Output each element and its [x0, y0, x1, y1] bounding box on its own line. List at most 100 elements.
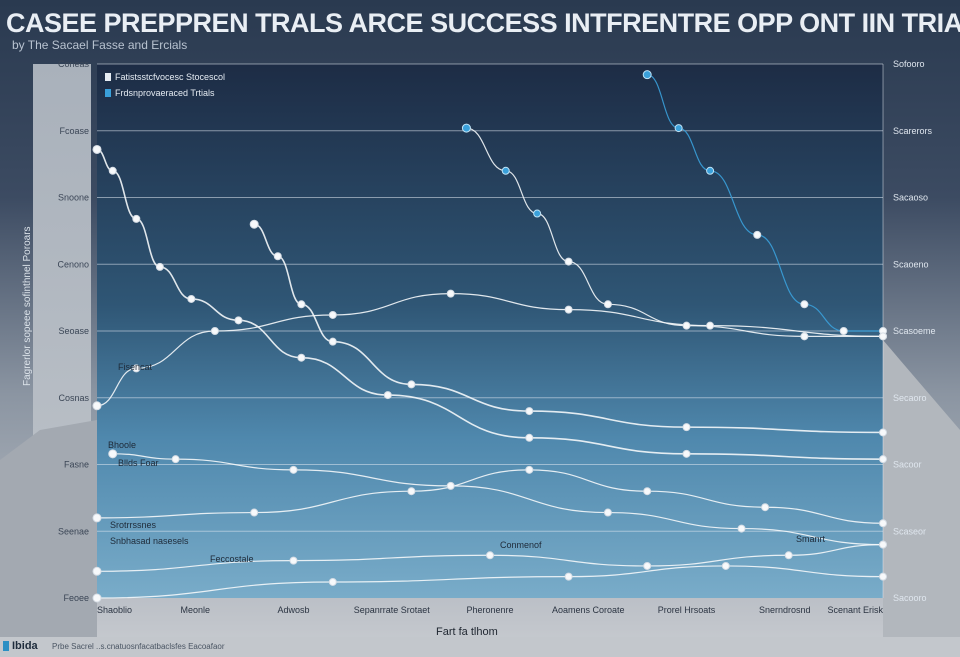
footer-title: Ibida: [12, 640, 38, 652]
x-tick-label: Pheronenre: [466, 605, 513, 615]
data-point: [525, 433, 534, 442]
data-point: [132, 364, 141, 373]
data-point: [737, 524, 746, 533]
data-point: [879, 428, 887, 437]
data-point: [721, 561, 730, 570]
data-point: [92, 513, 102, 523]
data-point: [108, 166, 117, 175]
y-tick-label-left: Coneas: [58, 59, 90, 69]
data-point: [92, 144, 102, 154]
y-tick-label-right: Sacaoso: [893, 193, 928, 203]
footer-bar: Ibida Prbe Sacrel ..s.cnatuosnfacatbacls…: [0, 637, 960, 657]
data-point: [407, 487, 416, 496]
x-tick-label: Meonle: [180, 605, 210, 615]
chart-subtitle: by The Sacael Fasse and Ercials: [12, 38, 188, 52]
data-point: [461, 123, 471, 133]
data-point: [486, 551, 494, 560]
data-point: [784, 551, 793, 560]
annotation-label: Bhoole: [108, 440, 136, 450]
data-point: [187, 294, 196, 303]
legend-swatch: [105, 73, 111, 81]
data-point: [643, 487, 652, 496]
data-point: [603, 508, 612, 517]
data-point: [273, 252, 282, 261]
data-point: [234, 316, 243, 325]
data-point: [525, 407, 534, 416]
data-point: [92, 566, 102, 576]
data-point: [383, 391, 392, 400]
annotation-label: Smanrt: [796, 534, 826, 544]
legend-entry: Fatistsstcfvocesc Stocescol: [115, 72, 225, 82]
y-tick-label-left: Feoee: [63, 593, 89, 603]
annotation-label: Feccostale: [210, 554, 254, 564]
data-point: [210, 327, 219, 335]
data-point: [132, 214, 141, 223]
data-point: [328, 577, 337, 586]
y-tick-label-right: Scarerors: [893, 126, 933, 136]
y-tick-label-right: Scasoeme: [893, 326, 936, 336]
data-point: [250, 508, 259, 517]
annotation-label: Srotrrssnes: [110, 520, 157, 530]
y-tick-label-left: Seenae: [58, 526, 89, 536]
data-point: [753, 230, 762, 239]
data-point: [800, 300, 809, 309]
y-tick-label-right: Sacooro: [893, 593, 927, 603]
footer-badge-icon: [3, 641, 9, 651]
data-point: [155, 262, 164, 271]
y-tick-label-left: Cenono: [57, 259, 89, 269]
y-tick-label-left: Fcoase: [59, 126, 89, 136]
data-point: [446, 289, 455, 298]
data-point: [800, 332, 809, 341]
data-point: [328, 310, 337, 319]
left-grey-panel: [0, 420, 97, 640]
data-point: [564, 305, 573, 314]
series-line: [466, 127, 883, 337]
x-tick-label: Snerndrosnd: [759, 605, 811, 615]
data-point: [564, 572, 573, 581]
data-point: [533, 209, 542, 218]
y-tick-label-right: Sacoor: [893, 460, 922, 470]
data-point: [879, 572, 887, 581]
data-point: [643, 561, 652, 570]
data-point: [328, 337, 337, 346]
legend-swatch: [105, 89, 111, 97]
y-tick-label-left: Seoase: [58, 326, 89, 336]
data-point: [839, 327, 848, 335]
data-point: [171, 455, 180, 464]
chart-title: CASEE PREPPREN TRALS ARCE SUCCESS INTFRE…: [6, 8, 960, 38]
x-tick-label: Scenant Erisk: [827, 605, 883, 615]
data-point: [501, 166, 510, 175]
data-point: [761, 503, 770, 512]
data-point: [682, 321, 691, 330]
data-point: [525, 465, 534, 474]
footer-note: Prbe Sacrel ..s.cnatuosnfacatbaclsfes Ea…: [52, 642, 225, 651]
legend-entry: Frdsnprovaeraced Trtials: [115, 88, 215, 98]
y-tick-label-left: Snoone: [58, 193, 89, 203]
y-tick-label-left: Cosnas: [58, 393, 89, 403]
y-tick-label-right: Secaoro: [893, 393, 927, 403]
y-tick-label-right: Sofooro: [893, 59, 925, 69]
annotation-label: Bllds Foar: [118, 458, 159, 468]
annotation-label: Snbhasad nasesels: [110, 536, 189, 546]
data-point: [682, 423, 691, 432]
annotation-label: Conmenof: [500, 540, 542, 550]
data-point: [564, 257, 573, 266]
data-point: [603, 300, 612, 309]
data-point: [879, 540, 887, 549]
data-point: [92, 401, 102, 411]
x-axis-label: Fart fa tlhom: [436, 626, 498, 638]
data-point: [879, 455, 887, 464]
data-point: [92, 593, 102, 603]
data-point: [289, 465, 298, 474]
annotation-label: Fisencat: [118, 362, 153, 372]
data-point: [642, 70, 652, 80]
data-point: [297, 300, 306, 309]
x-tick-label: Aoamens Coroate: [552, 605, 625, 615]
x-tick-label: Sepanrrate Srotaet: [354, 605, 431, 615]
data-point: [249, 219, 259, 229]
data-point: [108, 449, 118, 459]
data-point: [407, 380, 416, 389]
data-point: [706, 166, 715, 175]
y-tick-label-left: Fasne: [64, 460, 89, 470]
